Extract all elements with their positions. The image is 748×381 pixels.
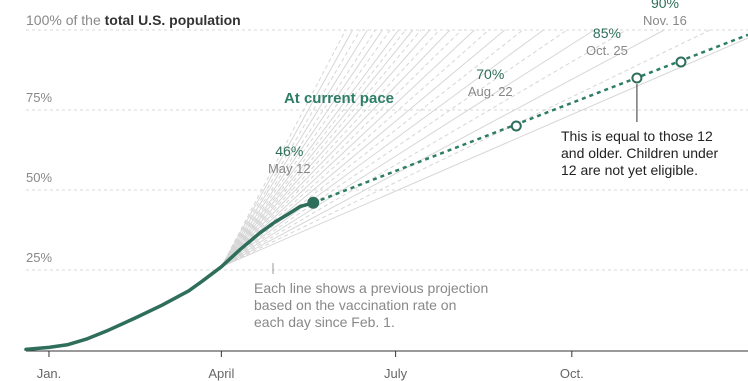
annotation-fan-line: Each line shows a previous projection — [254, 280, 488, 296]
annotation-85-line: 12 are not yet eligible. — [561, 162, 698, 178]
past-projection-line — [221, 29, 475, 268]
past-projection-line — [221, 29, 627, 268]
past-projection-line — [220, 29, 451, 268]
y-tick-label-50: 50% — [26, 170, 52, 185]
past-projection-line — [221, 29, 568, 268]
past-projection-line — [220, 29, 406, 268]
x-tick-label: Jan. — [37, 366, 62, 381]
x-tick-label: July — [384, 366, 408, 381]
past-projection-line — [220, 29, 376, 268]
past-projection-line — [221, 29, 524, 268]
milestone-date-label: Oct. 25 — [586, 43, 628, 58]
annotation-fan-line: based on the vaccination rate on — [254, 297, 456, 313]
past-projection-line — [220, 29, 399, 268]
title-prefix: 100% of the — [26, 12, 105, 28]
annotation-85-line: This is equal to those 12 — [561, 128, 713, 144]
milestone-date-label: May 12 — [268, 161, 311, 176]
y-tick-label-25: 25% — [26, 250, 52, 265]
x-tick-label: Oct. — [560, 366, 584, 381]
past-projection-line — [220, 29, 368, 268]
past-projection-line — [220, 29, 354, 268]
past-projection-line — [220, 29, 462, 268]
milestone-value-label: 90% — [651, 0, 679, 11]
past-projection-line — [220, 29, 414, 268]
past-projection-line — [220, 29, 391, 268]
past-projection-line — [220, 29, 422, 268]
past-projection-line — [221, 29, 665, 268]
chart-title: 100% of the total U.S. population — [26, 12, 241, 28]
past-projection-lines — [220, 29, 748, 268]
past-projection-line — [220, 29, 431, 268]
past-projection-line — [220, 29, 383, 268]
past-projection-line — [220, 29, 440, 268]
chart-labels: 100% of the total U.S. population 25% 50% 7… — [26, 0, 719, 381]
milestone-date-label: Nov. 16 — [643, 13, 687, 28]
actual-vaccination-line — [24, 201, 316, 352]
past-projection-line — [220, 29, 361, 268]
milestone-date-label: Aug. 22 — [468, 84, 513, 99]
y-tick-label-75: 75% — [26, 90, 52, 105]
milestone-point — [307, 196, 320, 209]
past-projection-line — [221, 29, 595, 268]
past-projection-line — [220, 29, 347, 268]
milestone-value-label: 70% — [476, 66, 504, 82]
series-lines — [24, 33, 748, 352]
x-axis — [26, 350, 748, 357]
milestone-value-label: 46% — [275, 143, 303, 159]
projection-line — [312, 33, 748, 204]
title-bold: total U.S. population — [105, 12, 241, 28]
milestone-point — [675, 56, 687, 68]
milestone-value-label: 85% — [593, 25, 621, 41]
past-projection-line — [221, 29, 544, 268]
gridlines — [26, 29, 748, 271]
annotation-fan-line: each day since Feb. 1. — [254, 314, 395, 330]
past-projection-line — [221, 37, 748, 268]
milestone-point — [631, 72, 643, 84]
x-tick-label: April — [208, 366, 234, 381]
annotation-85-line: and older. Children under — [561, 145, 719, 161]
milestone-point — [510, 120, 522, 132]
current-pace-label: At current pace — [284, 90, 394, 107]
